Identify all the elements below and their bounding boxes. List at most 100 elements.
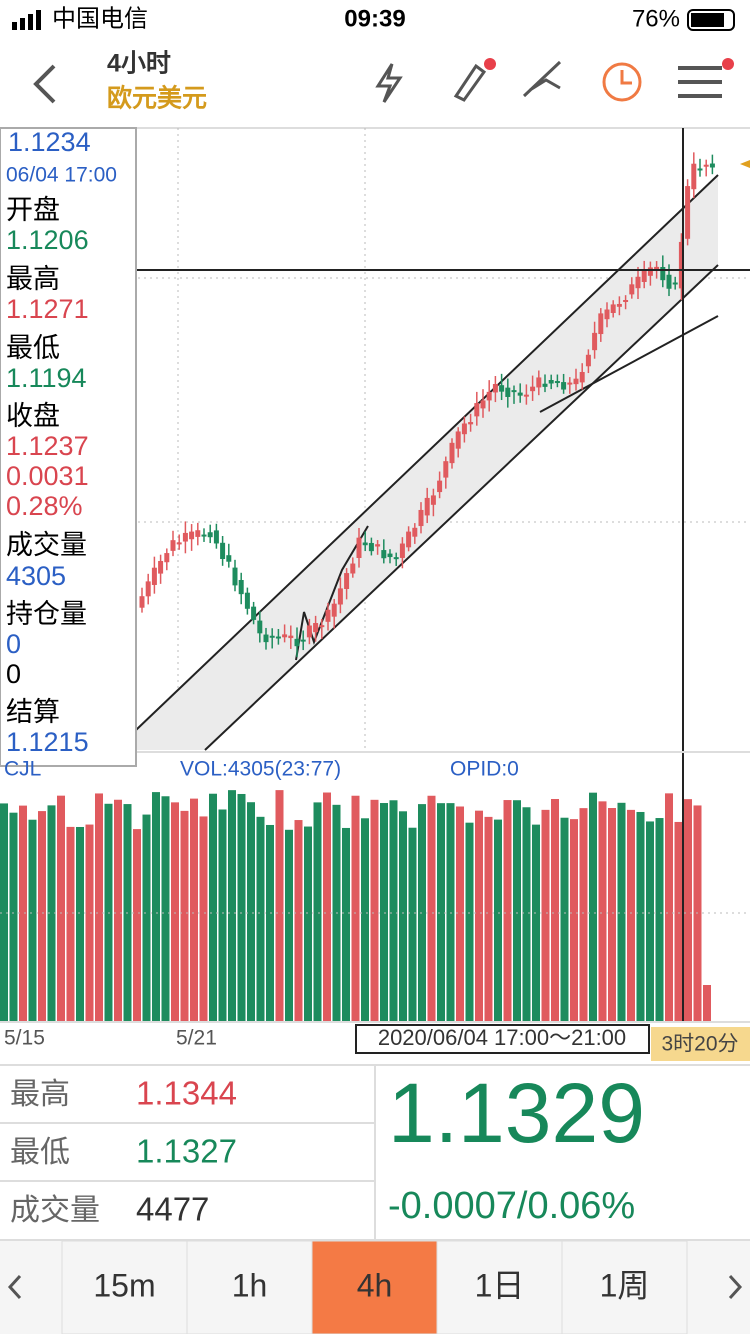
volume-bar xyxy=(703,985,711,1022)
volume-bar xyxy=(190,798,198,1022)
tab-label[interactable]: 1日 xyxy=(475,1267,525,1303)
tab-bg[interactable] xyxy=(61,1240,188,1334)
candle-body xyxy=(269,635,275,638)
volume-bar xyxy=(152,792,160,1022)
candle-body xyxy=(412,527,418,537)
volume-bar xyxy=(285,829,293,1022)
menu-icon[interactable] xyxy=(678,66,722,98)
clock-icon[interactable] xyxy=(602,62,642,102)
volume-bar xyxy=(304,826,312,1022)
candle-body xyxy=(300,639,306,642)
candle-body xyxy=(325,609,331,622)
volume-bar xyxy=(465,822,474,1022)
back-button[interactable] xyxy=(33,64,56,104)
tab-bg[interactable] xyxy=(311,1240,438,1334)
volume-bar xyxy=(693,805,702,1022)
volume-bar xyxy=(408,827,417,1022)
volume-bar xyxy=(570,819,578,1022)
candle-body xyxy=(474,403,480,417)
label: 成交量 xyxy=(6,530,87,560)
crosshair-price: 1.1234 xyxy=(8,127,91,157)
clock: 09:39 xyxy=(344,5,405,32)
trend-icon[interactable] xyxy=(522,60,562,98)
candle-body xyxy=(511,390,517,393)
candle-body xyxy=(257,620,263,634)
candle-body xyxy=(189,531,195,540)
candle-body xyxy=(592,332,598,351)
candle-body xyxy=(430,495,436,505)
tab-prev[interactable] xyxy=(7,1274,22,1300)
volume-bar xyxy=(294,820,303,1022)
candle-body xyxy=(176,542,182,545)
volume-bar xyxy=(456,806,464,1022)
candle-body xyxy=(542,383,548,387)
volume-bar xyxy=(19,805,27,1022)
tab-bg[interactable] xyxy=(561,1240,688,1334)
candle-body xyxy=(294,638,300,647)
crosshair-date: 06/04 17:00 xyxy=(6,164,117,187)
candle-body xyxy=(567,382,573,385)
volume-bar xyxy=(323,792,331,1022)
candle-body xyxy=(418,509,424,527)
candle-body xyxy=(449,442,455,464)
candle-body xyxy=(368,542,374,552)
volume-bar xyxy=(655,818,664,1022)
indicator-opid: OPID:0 xyxy=(450,758,519,781)
label: 持仓量 xyxy=(6,599,87,629)
candle-body xyxy=(213,530,219,544)
candle-body xyxy=(344,573,350,589)
label: 最高 xyxy=(10,1078,70,1111)
candle-body xyxy=(238,580,244,595)
candle-body xyxy=(505,387,511,397)
candle-body xyxy=(306,625,312,638)
candle-body xyxy=(151,567,157,585)
volume-bar xyxy=(503,800,512,1022)
volume-bar xyxy=(199,816,208,1022)
candle-body xyxy=(579,371,585,383)
volume-bar xyxy=(484,816,493,1022)
volume-bar xyxy=(532,824,540,1022)
label: 开盘 xyxy=(6,195,60,225)
tab-label[interactable]: 1h xyxy=(232,1267,268,1303)
volume-bar xyxy=(361,818,369,1022)
symbol-title: 欧元美元 xyxy=(107,84,207,113)
x-label: 5/21 xyxy=(176,1027,217,1050)
candle-body xyxy=(381,550,387,559)
candle-body xyxy=(616,303,622,307)
value: 4305 xyxy=(6,561,66,591)
volume-bar xyxy=(180,810,189,1022)
volume-bar xyxy=(437,803,445,1022)
volume-bar xyxy=(665,793,673,1022)
candle-body xyxy=(350,563,356,574)
volume-bar xyxy=(522,807,531,1022)
tab-label[interactable]: 1周 xyxy=(600,1267,650,1303)
tab-next[interactable] xyxy=(728,1274,743,1300)
x-label: 5/15 xyxy=(4,1027,45,1050)
candle-body xyxy=(437,480,443,493)
draw-icon[interactable] xyxy=(453,63,487,102)
volume-bar xyxy=(494,819,502,1022)
candle-body xyxy=(685,186,691,239)
tab-label[interactable]: 15m xyxy=(93,1267,155,1303)
tab-bg[interactable] xyxy=(186,1240,313,1334)
candle-body xyxy=(387,553,393,558)
candle-body xyxy=(492,383,498,393)
value: 0 xyxy=(6,629,21,659)
header: 4小时 欧元美元 xyxy=(0,50,750,129)
volume-bar xyxy=(57,795,65,1022)
candle-body xyxy=(647,267,653,276)
volume-bar xyxy=(38,811,46,1022)
tab-label[interactable]: 4h xyxy=(357,1267,393,1303)
volume-bar xyxy=(142,814,151,1022)
candle-body xyxy=(182,532,188,542)
tab-bg[interactable] xyxy=(436,1240,563,1334)
candle-body xyxy=(195,530,201,537)
flash-icon[interactable] xyxy=(375,63,403,103)
candle-body xyxy=(201,534,207,537)
volume-bar xyxy=(513,800,521,1022)
candle-body xyxy=(554,381,560,384)
candle-chart xyxy=(0,128,750,752)
candle-body xyxy=(232,567,238,586)
value: 1.1194 xyxy=(6,363,87,393)
